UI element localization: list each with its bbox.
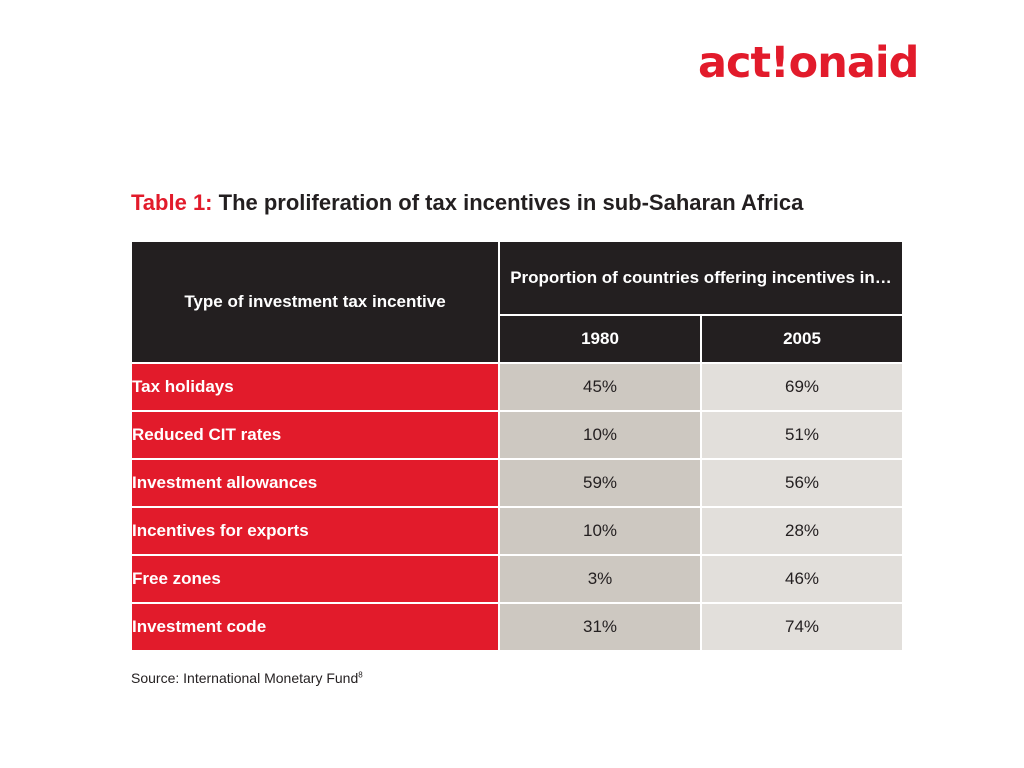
incentive-label: Investment allowances: [130, 458, 500, 508]
source-text: Source: International Monetary Fund: [131, 670, 359, 686]
year-header-1980: 1980: [498, 314, 702, 364]
type-column-header: Type of investment tax incentive: [130, 240, 500, 364]
table-number: Table 1:: [131, 190, 213, 215]
incentive-label: Incentives for exports: [130, 506, 500, 556]
source-note: Source: International Monetary Fund8: [131, 670, 363, 686]
incentive-label: Investment code: [130, 602, 500, 652]
table-title: Table 1: The proliferation of tax incent…: [131, 190, 803, 216]
value-1980: 10%: [498, 506, 702, 556]
proportion-column-header: Proportion of countries offering incenti…: [498, 240, 904, 316]
actionaid-logo: act!onaid: [698, 38, 919, 88]
table-caption: The proliferation of tax incentives in s…: [212, 190, 804, 215]
year-header-2005: 2005: [700, 314, 904, 364]
value-1980: 59%: [498, 458, 702, 508]
table-row: Incentives for exports 10% 28%: [130, 506, 904, 556]
value-2005: 69%: [700, 362, 904, 412]
table-header-row: Type of investment tax incentive Proport…: [130, 240, 904, 364]
value-2005: 28%: [700, 506, 904, 556]
value-1980: 3%: [498, 554, 702, 604]
footnote-marker: 8: [358, 670, 363, 680]
table-row: Investment allowances 59% 56%: [130, 458, 904, 508]
incentive-label: Tax holidays: [130, 362, 500, 412]
table-row: Reduced CIT rates 10% 51%: [130, 410, 904, 460]
tax-incentives-table: Type of investment tax incentive Proport…: [130, 240, 904, 652]
value-2005: 46%: [700, 554, 904, 604]
value-1980: 45%: [498, 362, 702, 412]
value-2005: 56%: [700, 458, 904, 508]
incentive-label: Free zones: [130, 554, 500, 604]
value-2005: 51%: [700, 410, 904, 460]
value-2005: 74%: [700, 602, 904, 652]
year-header-row: 1980 2005: [131, 314, 904, 364]
table-row: Free zones 3% 46%: [130, 554, 904, 604]
value-1980: 31%: [498, 602, 702, 652]
value-1980: 10%: [498, 410, 702, 460]
table-row: Tax holidays 45% 69%: [130, 362, 904, 412]
table-row: Investment code 31% 74%: [130, 602, 904, 652]
incentive-label: Reduced CIT rates: [130, 410, 500, 460]
